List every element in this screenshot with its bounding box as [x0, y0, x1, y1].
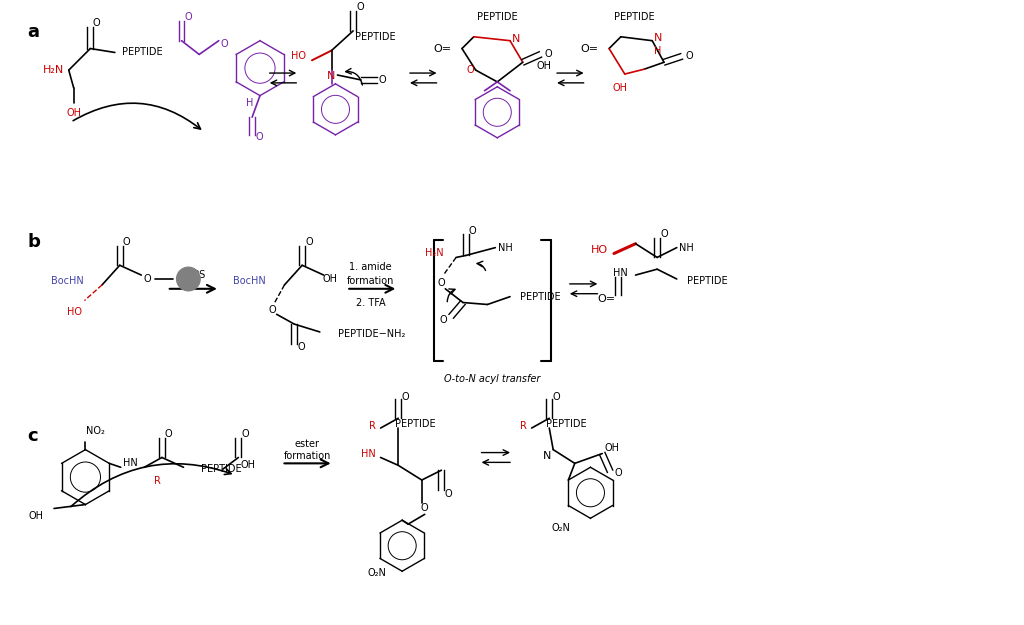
Text: ester: ester [295, 439, 319, 449]
Text: PEPTIDE: PEPTIDE [477, 12, 517, 22]
Text: NH: NH [679, 242, 694, 252]
Text: PEPTIDE: PEPTIDE [201, 464, 242, 474]
Text: N: N [654, 32, 663, 43]
FancyArrowPatch shape [73, 103, 201, 129]
Text: O: O [660, 229, 668, 239]
Text: O: O [269, 306, 276, 316]
Text: O: O [356, 2, 364, 12]
Text: O: O [379, 75, 386, 85]
Text: PEPTIDE−NH₂: PEPTIDE−NH₂ [338, 329, 406, 339]
Text: HN: HN [123, 458, 138, 468]
Text: O: O [305, 237, 312, 247]
Text: H₂N: H₂N [43, 65, 63, 75]
Text: b: b [28, 232, 40, 251]
Text: OH: OH [67, 108, 81, 118]
Text: OH: OH [612, 82, 628, 92]
Text: O: O [439, 315, 447, 325]
Text: O: O [421, 504, 428, 514]
Text: H₂N: H₂N [425, 249, 443, 259]
Text: PEPTIDE: PEPTIDE [355, 32, 396, 42]
Text: O: O [437, 278, 445, 288]
Text: O-to-N acyl transfer: O-to-N acyl transfer [444, 374, 541, 384]
Text: O: O [242, 429, 249, 439]
Text: OH: OH [604, 442, 620, 452]
Text: N: N [328, 71, 336, 81]
Text: O: O [255, 132, 263, 142]
Text: O: O [545, 49, 552, 59]
Text: H: H [654, 46, 662, 56]
Text: PEPTIDE: PEPTIDE [686, 276, 727, 286]
Text: PEPTIDE: PEPTIDE [520, 292, 560, 302]
Text: H: H [247, 99, 254, 109]
Text: O: O [466, 65, 474, 75]
Text: O: O [444, 489, 452, 499]
Text: OH: OH [29, 511, 44, 521]
Text: BocHN: BocHN [51, 276, 84, 286]
Text: O: O [686, 51, 693, 61]
Text: HN: HN [613, 268, 629, 278]
Text: O: O [297, 342, 305, 352]
Text: OH: OH [241, 461, 256, 471]
Text: SPPS: SPPS [181, 270, 206, 280]
Text: O: O [92, 18, 100, 28]
Text: O: O [165, 429, 173, 439]
Text: formation: formation [347, 276, 394, 286]
Text: HO: HO [68, 308, 82, 318]
Text: NO₂: NO₂ [86, 426, 104, 436]
Text: PEPTIDE: PEPTIDE [546, 419, 587, 429]
Text: HN: HN [360, 449, 376, 459]
Text: 1. amide: 1. amide [349, 262, 392, 272]
Text: R: R [369, 421, 376, 431]
Text: a: a [28, 23, 40, 41]
Text: O₂N: O₂N [368, 568, 386, 578]
Text: R: R [520, 421, 526, 431]
Text: formation: formation [284, 451, 331, 461]
Text: O: O [614, 468, 622, 478]
Text: N: N [543, 451, 552, 461]
Text: O: O [143, 274, 151, 284]
Text: O=: O= [433, 44, 452, 54]
Text: O: O [469, 226, 476, 236]
Text: O: O [401, 392, 409, 402]
Text: O: O [221, 39, 228, 49]
Circle shape [176, 268, 200, 291]
Text: PEPTIDE: PEPTIDE [394, 419, 435, 429]
Text: PEPTIDE: PEPTIDE [614, 12, 655, 22]
Text: O: O [184, 12, 193, 22]
Text: N: N [512, 34, 520, 44]
Text: O₂N: O₂N [552, 523, 570, 533]
Text: HO: HO [291, 51, 306, 61]
Text: BocHN: BocHN [233, 276, 266, 286]
Text: NH: NH [498, 242, 512, 252]
Text: OH: OH [323, 274, 337, 284]
Text: O: O [552, 392, 560, 402]
Text: HO: HO [591, 244, 608, 254]
Text: O: O [123, 237, 130, 247]
Text: c: c [28, 427, 38, 445]
Text: O=: O= [598, 294, 616, 304]
Text: 2. TFA: 2. TFA [356, 298, 386, 308]
FancyArrowPatch shape [71, 464, 231, 507]
Text: PEPTIDE: PEPTIDE [122, 48, 163, 58]
Text: R: R [154, 476, 161, 486]
Text: OH: OH [537, 61, 552, 71]
Text: O=: O= [581, 44, 598, 54]
